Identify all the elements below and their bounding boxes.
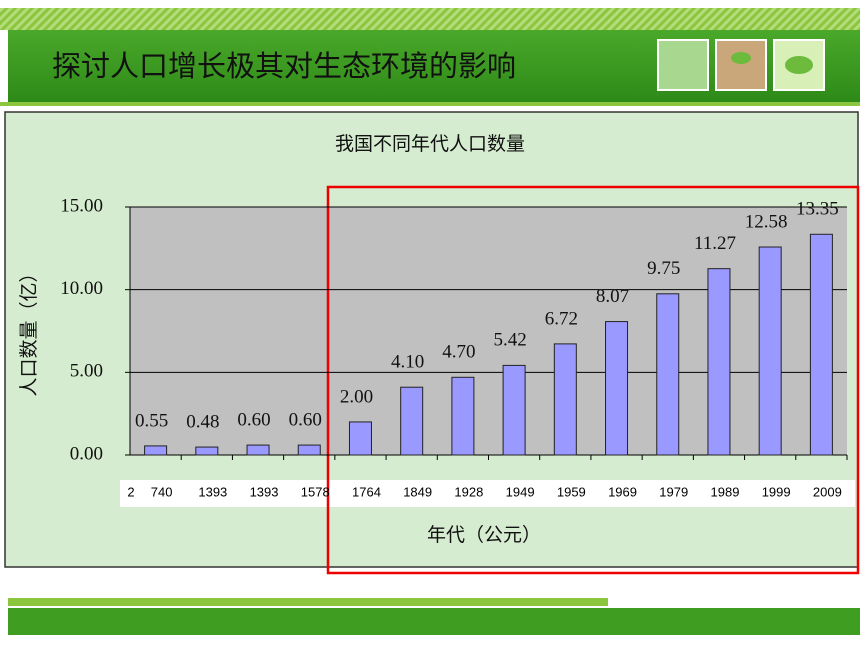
data-label: 6.72 xyxy=(545,308,578,329)
x-tick-label: 1969 xyxy=(608,484,637,499)
bar xyxy=(451,376,475,456)
x-tick-label: 1393 xyxy=(250,484,279,499)
bar xyxy=(758,246,782,456)
x-tick-label: 1989 xyxy=(711,484,740,499)
bar xyxy=(348,421,372,456)
bar xyxy=(553,343,577,456)
x-tick-label: 1578 xyxy=(301,484,330,499)
chart-title: 我国不同年代人口数量 xyxy=(335,133,525,155)
data-label: 4.70 xyxy=(442,342,475,363)
data-label: 4.10 xyxy=(391,352,424,373)
x-tick-label: 1393 xyxy=(198,484,227,499)
x-axis-title: 年代（公元） xyxy=(427,524,541,546)
bar xyxy=(246,444,270,456)
data-label: 0.60 xyxy=(289,409,322,430)
bar xyxy=(656,293,680,456)
data-label: 0.55 xyxy=(135,410,168,431)
x-tick-label: 2009 xyxy=(813,484,842,499)
bar xyxy=(297,444,321,456)
x-tick-label: 1959 xyxy=(557,484,586,499)
x-tick-label: 1949 xyxy=(506,484,535,499)
bar xyxy=(502,364,526,456)
deco-leaf xyxy=(785,56,813,74)
header-stripe xyxy=(0,8,860,30)
y-tick-label: 15.00 xyxy=(60,195,103,216)
data-label: 5.42 xyxy=(493,330,526,351)
data-label: 8.07 xyxy=(596,286,629,307)
data-label: 13.35 xyxy=(796,199,839,220)
footer-band xyxy=(8,608,860,635)
data-label: 12.58 xyxy=(745,211,788,232)
x-tick-label: 1999 xyxy=(762,484,791,499)
x-tick-label: 740 xyxy=(151,484,173,499)
highlight-box xyxy=(326,185,860,575)
deco-square xyxy=(657,39,709,91)
deco-leaf xyxy=(731,52,751,64)
category-strip xyxy=(120,480,855,507)
bar xyxy=(195,446,219,456)
y-tick-label: 0.00 xyxy=(70,443,103,464)
bar xyxy=(400,386,424,456)
bar xyxy=(144,445,168,456)
footer-rule xyxy=(8,598,608,606)
y-axis-title: 人口数量（亿） xyxy=(18,263,40,396)
bar xyxy=(707,268,731,456)
data-label: 9.75 xyxy=(647,258,680,279)
bar xyxy=(809,233,833,456)
x-tick-label: 1849 xyxy=(403,484,432,499)
y-tick-label: 5.00 xyxy=(70,361,103,382)
y-tick-label: 10.00 xyxy=(60,278,103,299)
x-tick-label: 1764 xyxy=(352,484,381,499)
data-label: 2.00 xyxy=(340,386,373,407)
data-label: 0.48 xyxy=(186,411,219,432)
x-tick-label: 2 xyxy=(127,484,134,499)
deco-photo xyxy=(715,39,767,91)
slide-title: 探讨人口增长极其对生态环境的影响 xyxy=(52,49,516,83)
x-tick-label: 1928 xyxy=(454,484,483,499)
data-label: 0.60 xyxy=(237,409,270,430)
data-label: 11.27 xyxy=(694,233,736,254)
bar xyxy=(605,321,629,456)
x-tick-label: 1979 xyxy=(659,484,688,499)
header-rule xyxy=(0,102,860,106)
